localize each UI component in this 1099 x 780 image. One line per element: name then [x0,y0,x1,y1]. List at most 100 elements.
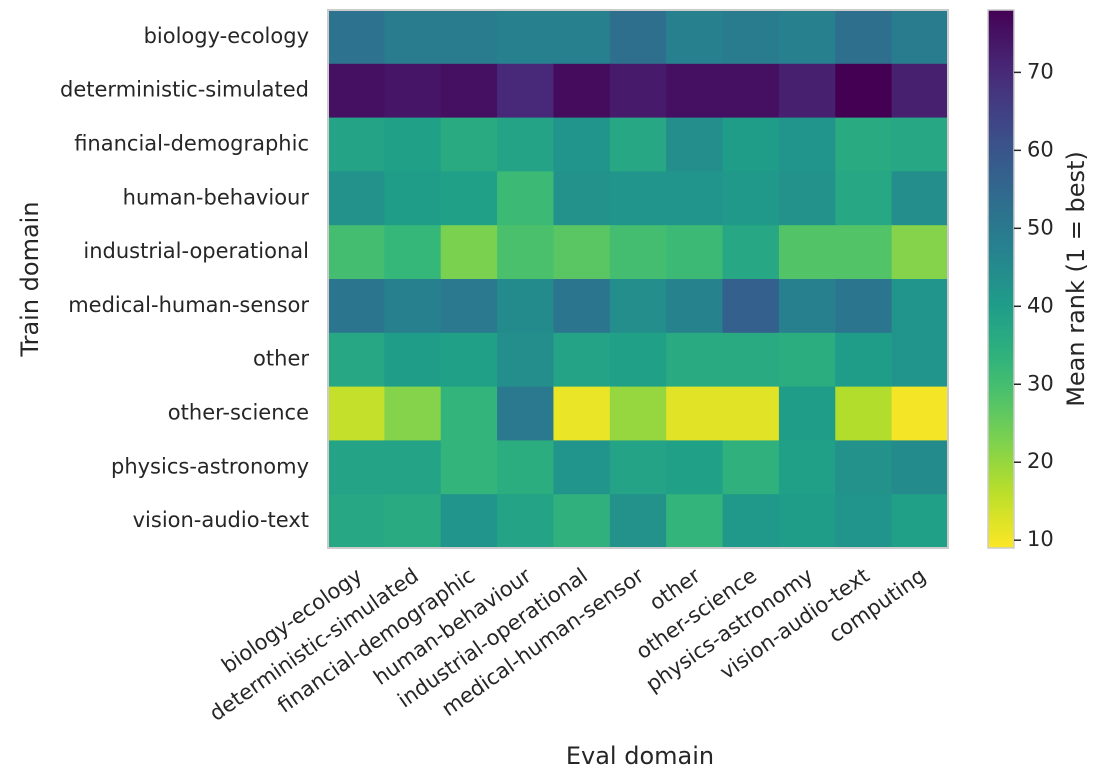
heatmap-cell [497,10,555,65]
heatmap-cell [666,494,724,549]
heatmap-cell [666,117,724,172]
heatmap-cell [891,386,949,441]
heatmap-cell [722,63,780,119]
y-tick-label: industrial-operational [83,239,309,263]
heatmap-cell [497,440,555,495]
heatmap-cell [891,440,949,495]
y-tick-label: vision-audio-text [133,508,309,532]
y-tick-label: physics-astronomy [111,454,309,478]
heatmap-cell [384,63,442,119]
heatmap-cell [497,225,555,280]
heatmap-cell [835,386,893,441]
heatmap-cell [440,386,498,441]
heatmap-cell [328,386,385,441]
heatmap-cell [384,279,442,334]
heatmap-cell [778,332,836,388]
heatmap-cell [835,63,893,119]
heatmap-cell [609,10,667,65]
heatmap-cell [778,117,836,172]
heatmap-cell [722,332,780,388]
heatmap-cell [328,171,385,226]
heatmap-cell [778,171,836,226]
heatmap-cell [778,386,836,441]
heatmap-cell [384,386,442,441]
heatmap-cell [835,279,893,334]
heatmap-cell [609,386,667,441]
y-tick-label: biology-ecology [144,24,309,48]
heatmap-cell [384,494,442,549]
heatmap-cell [384,225,442,280]
heatmap-cell [891,494,949,549]
heatmap-cell [497,63,555,119]
heatmap-cell [328,332,385,388]
heatmap-cell [891,225,949,280]
heatmap-cell [778,494,836,549]
x-axis-label: Eval domain [566,742,714,770]
heatmap-cell [722,386,780,441]
heatmap-cell [553,10,611,65]
heatmap-cell [440,225,498,280]
heatmap-cell [497,494,555,549]
heatmap-cell [440,279,498,334]
heatmap-cell [553,63,611,119]
heatmap-cell [891,279,949,334]
heatmap-cell [384,440,442,495]
heatmap-cell [778,440,836,495]
colorbar-label: Mean rank (1 = best) [1062,151,1090,407]
heatmap-cell [891,63,949,119]
heatmap-cell [835,332,893,388]
heatmap-cell [835,225,893,280]
heatmap-cell [609,440,667,495]
heatmap-cell [835,117,893,172]
heatmap-cell [835,10,893,65]
colorbar-tick-label: 70 [1027,59,1054,83]
y-tick-label: other-science [168,401,309,425]
heatmap-cell [778,10,836,65]
heatmap-cell [666,332,724,388]
heatmap-cell [722,225,780,280]
heatmap-cell [553,332,611,388]
heatmap-cell [328,63,385,119]
heatmap-cell [722,440,780,495]
x-tick-labels: biology-ecologydeterministic-simulatedfi… [205,563,930,726]
heatmap-cell [778,63,836,119]
heatmap-cell [722,117,780,172]
colorbar-tick-label: 50 [1027,215,1054,239]
heatmap-cell [384,171,442,226]
heatmap-cell [497,279,555,334]
heatmap-cell [666,440,724,495]
heatmap-cell [778,225,836,280]
heatmap-cell [891,171,949,226]
heatmap-cell [609,279,667,334]
colorbar [987,9,1015,549]
heatmap-cell [891,117,949,172]
heatmap-cell [609,117,667,172]
heatmap-cell [722,279,780,334]
heatmap-cell [328,279,385,334]
heatmap-cell [553,494,611,549]
colorbar-tick-label: 40 [1027,293,1054,317]
heatmap-cell [440,117,498,172]
heatmap-cell [553,386,611,441]
heatmap-cell [384,10,442,65]
colorbar-tick-label: 30 [1027,371,1054,395]
heatmap-cell [835,494,893,549]
heatmap-cell [609,494,667,549]
y-tick-label: medical-human-sensor [68,293,309,317]
heatmap-cell [328,494,385,549]
heatmap-cell [328,10,385,65]
colorbar-tick-label: 20 [1027,449,1054,473]
heatmap-cell [722,494,780,549]
colorbar-tick-label: 60 [1027,137,1054,161]
heatmap-cell [891,10,949,65]
heatmap-cell [497,386,555,441]
heatmap-cells [328,10,949,549]
heatmap-cell [384,117,442,172]
y-tick-label: other [253,347,309,371]
heatmap-cell [384,332,442,388]
y-tick-label: financial-demographic [74,132,309,156]
colorbar-ticks: 10 20 30 40 50 60 70 [1014,59,1054,551]
heatmap-cell [722,171,780,226]
heatmap-cell [440,440,498,495]
heatmap-cell [778,279,836,334]
